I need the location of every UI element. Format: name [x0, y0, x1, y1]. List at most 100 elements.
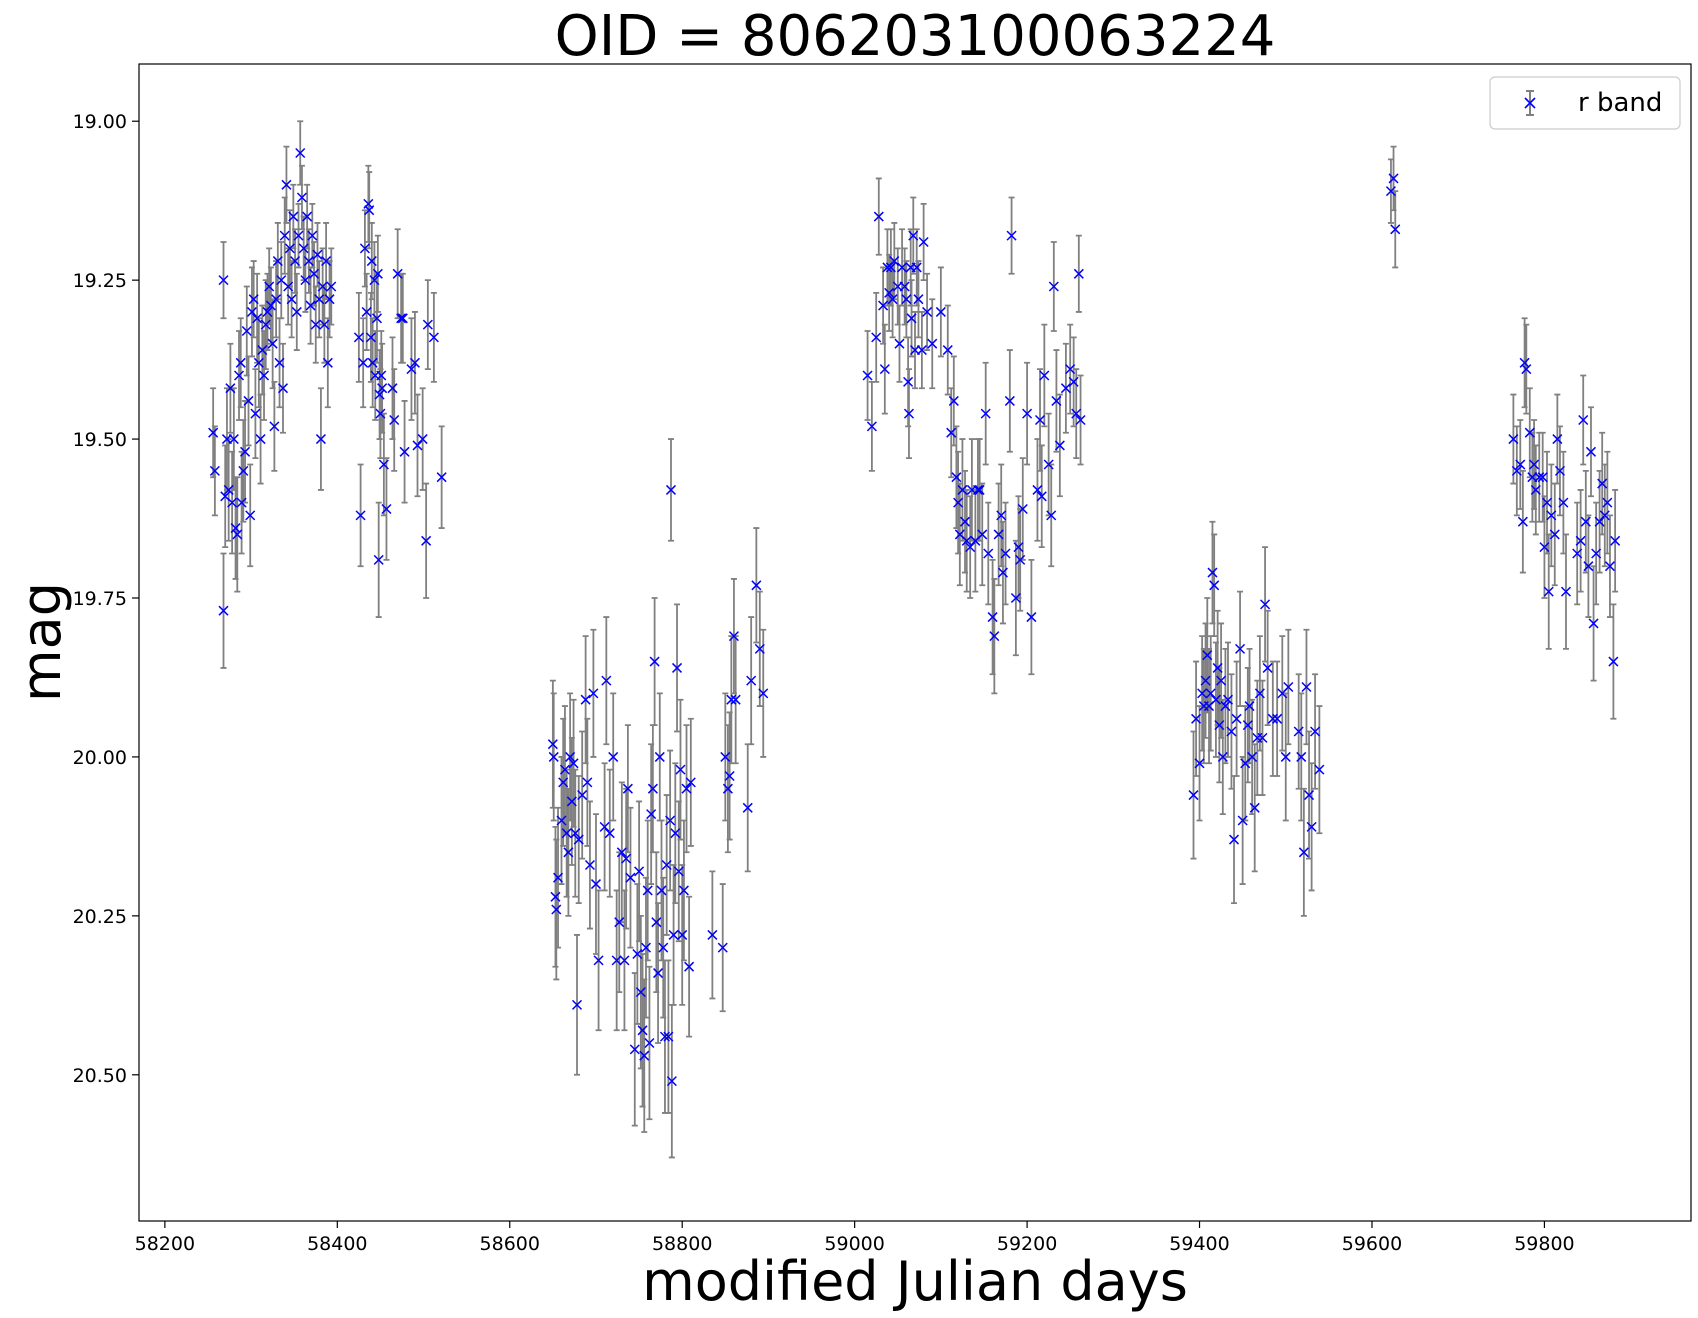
- data-point: [1210, 694, 1221, 705]
- data-point: [1068, 376, 1079, 387]
- data-point: [1280, 751, 1291, 762]
- data-point: [1306, 821, 1317, 832]
- data-point: [1000, 548, 1011, 559]
- data-point: [1539, 542, 1550, 553]
- data-point: [1283, 681, 1294, 693]
- data-point: [1594, 516, 1605, 527]
- data-point: [654, 751, 665, 762]
- data-point: [1039, 370, 1050, 381]
- data-point: [599, 821, 610, 832]
- data-point: [436, 472, 447, 483]
- data-point: [1231, 713, 1242, 724]
- data-point: [298, 243, 309, 254]
- data-point: [678, 885, 689, 896]
- data-point: [635, 987, 646, 998]
- data-point: [315, 434, 326, 445]
- data-point: [590, 879, 602, 890]
- data-point: [1583, 561, 1594, 572]
- data-point: [1534, 472, 1545, 483]
- data-point: [1599, 510, 1610, 521]
- y-tick-label: 19.50: [73, 429, 127, 451]
- data-point: [948, 395, 959, 406]
- data-point: [1608, 656, 1619, 667]
- data-point: [871, 332, 882, 343]
- data-point: [728, 631, 739, 642]
- data-point: [663, 1031, 674, 1042]
- data-point: [1004, 395, 1015, 406]
- y-tick-label: 20.25: [73, 906, 127, 928]
- data-point: [373, 554, 384, 565]
- data-point: [959, 516, 971, 527]
- data-point: [884, 287, 895, 298]
- x-tick-label: 59400: [1169, 1233, 1229, 1255]
- data-point: [1262, 662, 1273, 673]
- data-point: [303, 256, 314, 267]
- data-point: [274, 357, 285, 368]
- data-point: [422, 319, 433, 330]
- data-point: [1602, 497, 1613, 508]
- data-point: [1388, 173, 1399, 184]
- legend: r band: [1489, 76, 1681, 130]
- data-point: [372, 268, 383, 279]
- data-point: [1517, 516, 1528, 527]
- data-point: [644, 1037, 655, 1049]
- data-point: [305, 300, 316, 311]
- data-point: [376, 370, 387, 381]
- legend-label: r band: [1578, 88, 1662, 118]
- data-point: [295, 147, 306, 159]
- y-tick-label: 20.50: [73, 1065, 127, 1087]
- data-point: [309, 268, 320, 279]
- data-point: [653, 968, 664, 979]
- data-point: [310, 319, 321, 330]
- data-point: [252, 313, 263, 324]
- data-point: [255, 434, 266, 445]
- data-point: [1226, 726, 1237, 737]
- y-axis-ticks: 19.00 19.25 19.50 19.75 20.00 20.25 20.50: [73, 111, 139, 1087]
- data-point: [375, 408, 386, 419]
- data-point: [878, 300, 889, 311]
- data-point: [240, 446, 251, 457]
- x-tick-label: 59000: [824, 1233, 884, 1255]
- data-point: [987, 612, 998, 623]
- data-point: [364, 205, 375, 216]
- data-point: [717, 942, 728, 953]
- data-point: [675, 764, 686, 775]
- data-point: [291, 306, 302, 317]
- data-point: [908, 230, 919, 241]
- data-point: [321, 256, 332, 267]
- data-point: [673, 866, 684, 877]
- data-point: [548, 751, 559, 762]
- data-point: [642, 885, 653, 896]
- data-point: [1043, 459, 1054, 470]
- data-point: [996, 510, 1007, 521]
- data-point: [646, 809, 657, 820]
- data-point: [1222, 694, 1234, 705]
- data-point: [547, 739, 558, 750]
- data-point: [746, 675, 757, 686]
- data-point: [913, 294, 924, 305]
- data-point: [1054, 440, 1065, 451]
- data-point: [228, 434, 239, 445]
- data-point: [1013, 542, 1024, 553]
- y-tick-label: 20.00: [73, 747, 127, 769]
- data-point: [637, 1025, 648, 1036]
- data-point: [726, 694, 737, 705]
- data-point: [651, 917, 662, 928]
- data-point: [1228, 834, 1240, 845]
- data-point: [1530, 484, 1541, 495]
- x-tick-label: 59200: [997, 1233, 1057, 1255]
- data-point: [317, 281, 328, 292]
- data-point: [665, 815, 676, 826]
- data-point: [378, 459, 389, 470]
- data-point: [593, 955, 604, 966]
- data-point: [1554, 465, 1565, 476]
- data-point: [227, 497, 238, 508]
- data-point: [1073, 268, 1084, 279]
- data-point: [257, 345, 268, 356]
- data-point: [561, 828, 572, 839]
- data-point: [1034, 414, 1046, 426]
- data-point: [901, 294, 912, 305]
- x-tick-label: 59800: [1514, 1233, 1574, 1255]
- data-point: [250, 408, 261, 419]
- data-point: [1543, 586, 1554, 597]
